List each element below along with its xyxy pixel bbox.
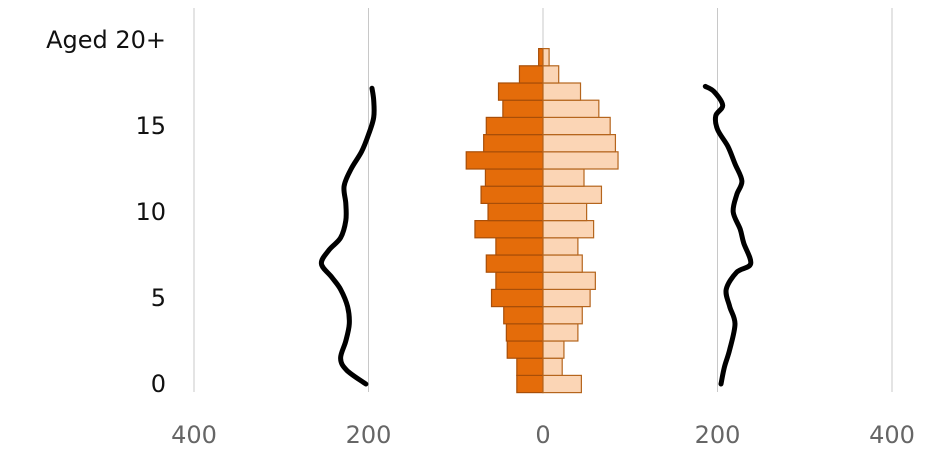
bar-right-age-6 bbox=[542, 271, 596, 291]
bar-right-age-13 bbox=[542, 151, 619, 170]
bar-left-age-16 bbox=[502, 99, 544, 118]
bar-left-age-10 bbox=[487, 202, 544, 222]
x-tick-label-2: 0 bbox=[535, 421, 550, 449]
bar-right-age-10 bbox=[542, 202, 588, 222]
bar-right-age-9 bbox=[542, 220, 595, 239]
bar-right-age-1 bbox=[542, 357, 563, 377]
bar-right-age-19 bbox=[542, 47, 550, 67]
outline-curve-left bbox=[318, 85, 377, 387]
bar-left-age-0 bbox=[516, 374, 544, 394]
bars bbox=[465, 47, 619, 394]
bar-left-age-2 bbox=[506, 340, 544, 359]
bar-left-age-19 bbox=[538, 47, 544, 67]
bar-left-age-15 bbox=[485, 116, 544, 136]
bar-left-age-13 bbox=[465, 151, 544, 170]
bar-right-age-0 bbox=[542, 374, 582, 394]
bar-left-age-17 bbox=[497, 82, 544, 101]
bar-right-age-8 bbox=[542, 237, 579, 256]
x-axis-labels: 400 200 0 200 400 bbox=[171, 421, 915, 449]
x-tick-label-1: 200 bbox=[346, 421, 392, 449]
x-tick-label-4: 400 bbox=[869, 421, 915, 449]
bar-left-age-3 bbox=[505, 323, 544, 342]
bar-left-age-11 bbox=[480, 185, 544, 204]
bar-left-age-14 bbox=[483, 134, 544, 153]
bar-left-age-12 bbox=[484, 168, 544, 187]
bar-right-age-5 bbox=[542, 288, 591, 308]
y-axis-labels: 0 5 10 15 Aged 20+ bbox=[46, 26, 166, 398]
bar-left-age-6 bbox=[495, 271, 544, 291]
bar-right-age-16 bbox=[542, 99, 600, 118]
bar-right-age-14 bbox=[542, 134, 617, 153]
bar-left-age-7 bbox=[485, 254, 544, 273]
x-tick-label-3: 200 bbox=[695, 421, 741, 449]
bar-right-age-7 bbox=[542, 254, 583, 273]
bar-right-age-15 bbox=[542, 116, 611, 136]
bar-left-age-9 bbox=[474, 220, 544, 239]
bar-right-age-18 bbox=[542, 65, 560, 84]
bar-right-age-17 bbox=[542, 82, 582, 101]
bar-left-age-4 bbox=[503, 306, 544, 325]
bar-left-age-8 bbox=[495, 237, 544, 256]
bar-right-age-12 bbox=[542, 168, 585, 187]
bar-left-age-5 bbox=[490, 288, 544, 308]
x-tick-label-0: 400 bbox=[171, 421, 217, 449]
bar-right-age-4 bbox=[542, 306, 583, 325]
y-tick-label-20: Aged 20+ bbox=[46, 26, 166, 54]
y-tick-label-0: 0 bbox=[151, 370, 166, 398]
bar-right-age-2 bbox=[542, 340, 565, 359]
bar-left-age-1 bbox=[516, 357, 544, 377]
outline-curve-right bbox=[702, 83, 754, 387]
outline-curves bbox=[318, 83, 754, 387]
bar-right-age-11 bbox=[542, 185, 603, 204]
bar-right-age-3 bbox=[542, 323, 579, 342]
y-tick-label-10: 10 bbox=[135, 198, 166, 226]
bar-left-age-18 bbox=[518, 65, 544, 84]
y-tick-label-5: 5 bbox=[151, 284, 166, 312]
y-tick-label-15: 15 bbox=[135, 112, 166, 140]
